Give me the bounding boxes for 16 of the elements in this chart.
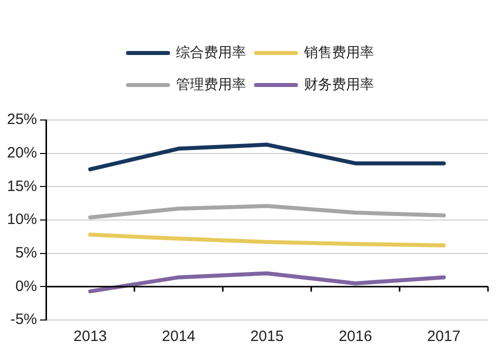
x-tick-label: 2016 <box>338 328 372 346</box>
y-tick-label: 10% <box>6 211 38 228</box>
y-tick-label: 0% <box>15 278 38 295</box>
x-tick-label: 2017 <box>427 328 460 346</box>
y-tick-label: 25% <box>6 111 38 128</box>
x-tick-label: 2014 <box>162 328 196 346</box>
legend-label: 综合费用率 <box>176 44 246 62</box>
y-tick-label: -5% <box>10 311 38 328</box>
legend-label: 销售费用率 <box>304 44 374 62</box>
x-tick-label: 2015 <box>250 328 284 346</box>
y-tick-label: 15% <box>6 178 38 195</box>
y-tick-label: 20% <box>6 144 38 162</box>
y-tick-label: 5% <box>15 244 38 262</box>
x-tick-label: 2013 <box>74 328 107 346</box>
legend-label: 管理费用率 <box>176 76 246 94</box>
legend-label: 财务费用率 <box>304 76 374 94</box>
